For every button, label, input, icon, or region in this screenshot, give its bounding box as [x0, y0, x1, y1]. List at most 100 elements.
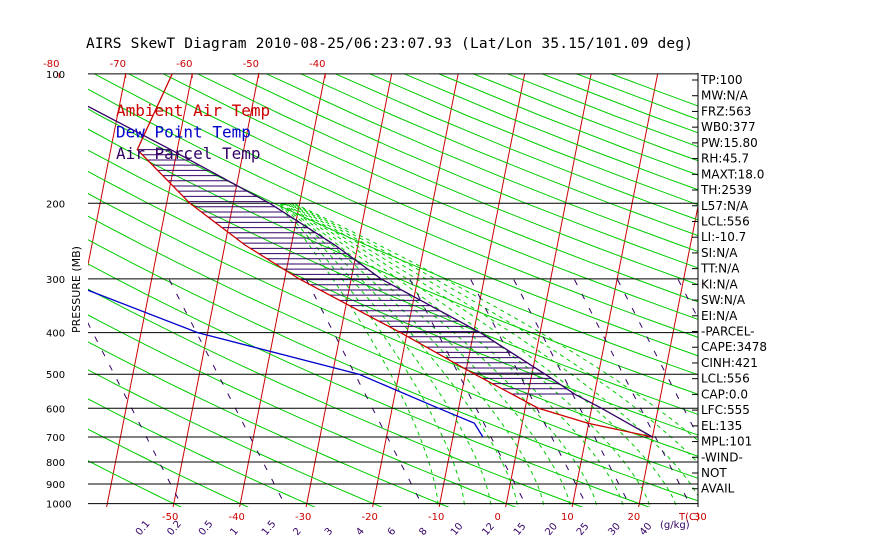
dry-adiabat — [88, 288, 584, 507]
isotherm-line — [88, 73, 127, 268]
pressure-tick-label: 100 — [46, 70, 65, 81]
mixing-ratio-label: 3 — [323, 526, 336, 538]
moist-adiabat — [285, 202, 598, 507]
dry-adiabat — [438, 73, 698, 176]
stat-item: RH:45.7 — [701, 152, 749, 166]
legend-entry: Dew Point Temp — [116, 123, 251, 142]
stat-item: WB0:377 — [701, 120, 756, 134]
profile-series — [88, 73, 653, 438]
mixing-ratio-line — [513, 278, 632, 507]
stat-item: CAPE:3478 — [701, 340, 767, 354]
stat-item: EI:N/A — [701, 309, 738, 323]
bottom-temp-tick-label: 20 — [628, 512, 641, 523]
dry-adiabat — [88, 460, 183, 507]
mixing-ratio-label: 20 — [543, 521, 560, 538]
isotherm-line — [305, 73, 393, 507]
mixing-ratio-label: 25 — [575, 521, 592, 538]
moist-adiabat — [278, 202, 466, 507]
moist-adiabat — [293, 202, 698, 442]
mixing-ratio-line — [815, 279, 870, 513]
stat-item: LCL:556 — [701, 214, 750, 228]
moist-adiabat — [292, 202, 698, 464]
isotherm-line — [505, 73, 592, 507]
dry-adiabat — [88, 239, 698, 502]
isotherm-line — [372, 73, 459, 507]
mixing-ratio-label: 30 — [606, 521, 623, 538]
mixing-ratio-line — [782, 279, 870, 513]
mixing-ratio-label: 40 — [638, 521, 655, 538]
mixing-ratio-label: 12 — [480, 521, 497, 538]
bottom-temp-tick-label: -50 — [162, 512, 178, 523]
temp-unit-label: T(C) — [678, 512, 700, 523]
isotherm-line — [239, 73, 326, 507]
mixing-ratio-line — [858, 279, 870, 513]
mixing-ratio-label: 15 — [512, 521, 529, 538]
isotherm-line — [571, 73, 659, 507]
isotherm-line — [771, 74, 858, 513]
mixing-ratio-line — [409, 278, 528, 507]
moist-adiabat — [289, 202, 677, 507]
stat-item: KI:N/A — [701, 277, 738, 291]
mixing-ratio-line — [305, 278, 424, 507]
bottom-temp-tick-label: -30 — [295, 512, 311, 523]
bottom-temp-tick-label: 30 — [694, 512, 707, 523]
moist-adiabat — [287, 202, 625, 507]
series-dew-point-temp — [88, 289, 484, 438]
dry-adiabat — [300, 73, 698, 237]
isotherm-line — [0, 74, 59, 513]
stat-item: MAXT:18.0 — [701, 167, 764, 181]
stat-item: -PARCEL- — [701, 325, 755, 339]
stat-item: NOT — [701, 466, 727, 480]
pressure-tick-label: 500 — [46, 370, 65, 381]
bottom-temp-tick-label: 10 — [561, 512, 574, 523]
stat-item: PW:15.80 — [701, 136, 758, 150]
stat-item: SI:N/A — [701, 246, 738, 260]
bottom-temp-tick-label: 0 — [495, 512, 501, 523]
isotherm-line — [837, 74, 870, 513]
bottom-temp-tick-label: -40 — [229, 512, 245, 523]
mixing-ratio-label: 2 — [291, 526, 304, 538]
legend-entry: Ambient Air Temp — [116, 101, 270, 120]
mixing-ratio-line — [469, 278, 589, 507]
isotherm-line — [106, 73, 193, 507]
mixing-ratio-label: 0.1 — [134, 519, 153, 538]
pressure-tick-label: 400 — [46, 329, 65, 340]
bottom-temp-tick-label: -10 — [428, 512, 444, 523]
top-temp-tick-label: -80 — [43, 59, 59, 70]
stat-item: LI:-10.7 — [701, 230, 746, 244]
pressure-tick-label: 800 — [46, 458, 65, 469]
pressure-tick-label: 600 — [46, 404, 65, 415]
dry-adiabat — [197, 73, 698, 286]
dry-adiabat — [88, 428, 249, 507]
moist-adiabat — [281, 202, 519, 507]
stat-item: LFC:555 — [701, 403, 750, 417]
stat-item: SW:N/A — [701, 293, 746, 307]
dry-adiabat — [94, 73, 698, 338]
top-temp-tick-label: -70 — [110, 59, 126, 70]
pressure-tick-label: 700 — [46, 433, 65, 444]
mixing-ratio-unit: (g/kg) — [660, 520, 690, 531]
stat-item: TP:100 — [700, 73, 743, 87]
stat-item: TH:2539 — [700, 183, 752, 197]
dry-adiabat — [507, 73, 698, 148]
cape-hatching — [137, 149, 575, 395]
dry-adiabat — [88, 398, 316, 507]
chart-title: AIRS SkewT Diagram 2010-08-25/06:23:07.9… — [86, 36, 694, 52]
stat-item: MW:N/A — [701, 89, 749, 103]
stat-item: -WIND- — [701, 450, 743, 464]
pressure-tick-label: 300 — [46, 275, 65, 286]
mixing-ratio-label: 0.5 — [197, 519, 216, 538]
stat-item: EL:135 — [701, 419, 742, 433]
dry-adiabat — [88, 314, 517, 507]
mixing-ratio-line — [168, 278, 287, 507]
y-axis-label: PRESSURE (MB) — [70, 246, 83, 333]
dry-adiabat — [88, 88, 698, 357]
top-temp-tick-label: -50 — [243, 59, 259, 70]
dry-adiabat — [88, 215, 698, 479]
dry-adiabat — [88, 128, 698, 395]
mixing-ratio-line — [573, 278, 692, 507]
pressure-tick-label: 900 — [46, 480, 65, 491]
dry-adiabat — [231, 73, 698, 269]
